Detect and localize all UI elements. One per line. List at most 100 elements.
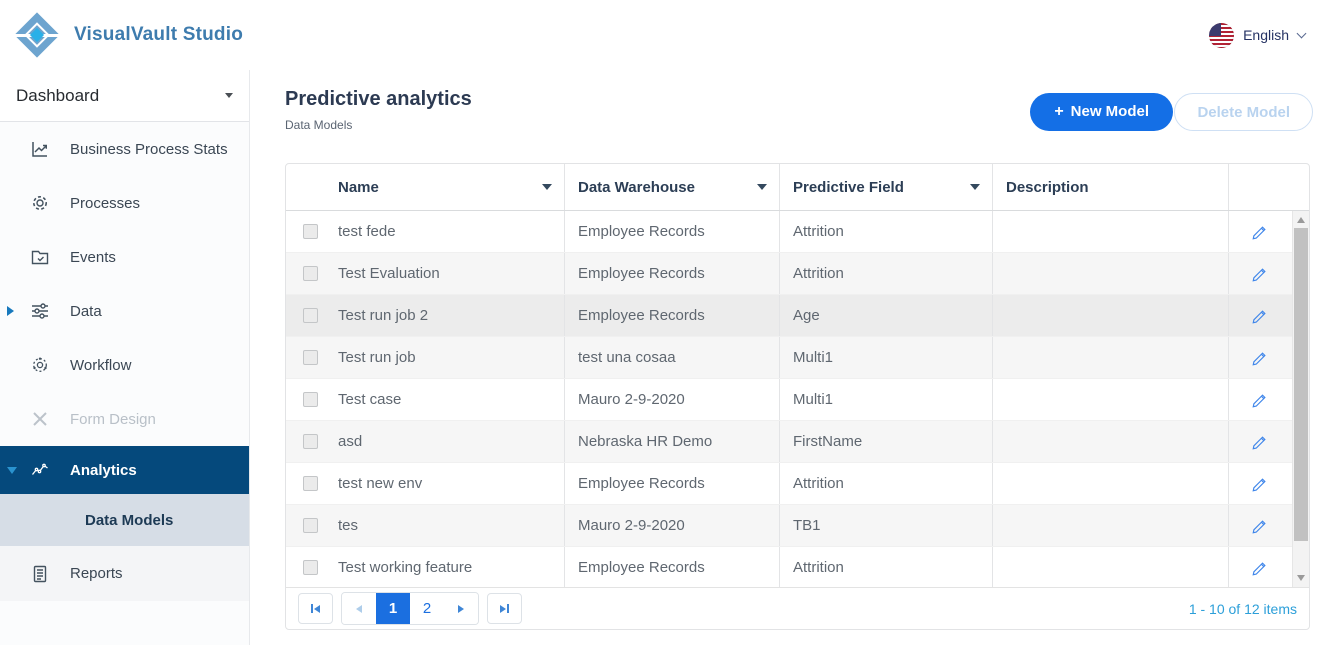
new-model-button[interactable]: + New Model (1030, 93, 1173, 131)
expand-right-icon[interactable] (7, 306, 14, 316)
cell-edit (1228, 211, 1290, 252)
table-row[interactable]: Test working feature Employee Records Attr… (286, 547, 1292, 587)
column-header-name: Name (286, 164, 564, 210)
cell-predictive-field: Attrition (779, 211, 992, 252)
cell-predictive-field: FirstName (779, 421, 992, 462)
cell-name: Test case (286, 379, 564, 420)
edit-pencil-icon[interactable] (1251, 517, 1269, 535)
us-flag-icon (1209, 22, 1235, 48)
cell-name: Test working feature (286, 547, 564, 587)
cell-data-warehouse: Mauro 2-9-2020 (564, 505, 779, 546)
grid-body: test fede Employee Records Attrition Test E… (286, 211, 1292, 587)
column-header-predictive-field: Predictive Field (779, 164, 992, 210)
grid-header-row: Name Data Warehouse Predictive Field Des… (286, 164, 1309, 211)
page-button-2[interactable]: 2 (410, 593, 444, 624)
page-title: Predictive analytics (285, 88, 472, 110)
page-button-1[interactable]: 1 (376, 593, 410, 624)
table-row[interactable]: Test run job test una cosaa Multi1 (286, 337, 1292, 379)
main-content: Predictive analytics Data Models + New Mo… (250, 70, 1319, 645)
cell-description (992, 463, 1228, 504)
language-selector[interactable]: English (1209, 0, 1307, 70)
edit-pencil-icon[interactable] (1251, 307, 1269, 325)
row-checkbox[interactable] (303, 560, 318, 575)
column-header-edit (1228, 164, 1290, 210)
last-page-button[interactable] (487, 593, 522, 624)
prev-page-button[interactable] (342, 593, 376, 624)
edit-pencil-icon[interactable] (1251, 223, 1269, 241)
row-checkbox[interactable] (303, 350, 318, 365)
table-row[interactable]: Test run job 2 Employee Records Age (286, 295, 1292, 337)
cell-predictive-field: Attrition (779, 253, 992, 294)
dashboard-dropdown-label: Dashboard (16, 85, 100, 105)
table-row[interactable]: test fede Employee Records Attrition (286, 211, 1292, 253)
grid-pager: 1 2 1 - 10 of 12 items (286, 587, 1309, 629)
table-row[interactable]: tes Mauro 2-9-2020 TB1 (286, 505, 1292, 547)
next-page-button[interactable] (444, 593, 478, 624)
dashboard-dropdown[interactable]: Dashboard (0, 70, 249, 122)
edit-pencil-icon[interactable] (1251, 559, 1269, 577)
sidebar-item-label: Workflow (70, 356, 132, 374)
row-checkbox[interactable] (303, 266, 318, 281)
data-models-grid: Name Data Warehouse Predictive Field Des… (285, 163, 1310, 630)
folder-check-icon (30, 247, 50, 267)
row-checkbox[interactable] (303, 476, 318, 491)
filter-dropdown-icon[interactable] (970, 184, 980, 190)
edit-pencil-icon[interactable] (1251, 265, 1269, 283)
sidebar-item-data[interactable]: Data (0, 284, 249, 338)
edit-pencil-icon[interactable] (1251, 475, 1269, 493)
scrollbar-thumb[interactable] (1294, 228, 1308, 541)
filter-dropdown-icon[interactable] (757, 184, 767, 190)
grid-vertical-scrollbar[interactable] (1292, 211, 1309, 587)
row-checkbox[interactable] (303, 308, 318, 323)
edit-pencil-icon[interactable] (1251, 391, 1269, 409)
row-checkbox[interactable] (303, 224, 318, 239)
cell-predictive-field: Age (779, 295, 992, 336)
sidebar-subitem-label: Data Models (85, 511, 174, 529)
expand-down-icon[interactable] (7, 466, 17, 474)
cell-predictive-field: Multi1 (779, 337, 992, 378)
cell-edit (1228, 337, 1290, 378)
analytics-icon (30, 460, 50, 480)
cell-description (992, 337, 1228, 378)
cell-edit (1228, 379, 1290, 420)
cell-edit (1228, 295, 1290, 336)
edit-pencil-icon[interactable] (1251, 349, 1269, 367)
table-row[interactable]: asd Nebraska HR Demo FirstName (286, 421, 1292, 463)
sidebar-item-label: Form Design (70, 410, 156, 428)
edit-pencil-icon[interactable] (1251, 433, 1269, 451)
scroll-down-icon[interactable] (1297, 575, 1305, 581)
filter-dropdown-icon[interactable] (542, 184, 552, 190)
cell-edit (1228, 547, 1290, 587)
cell-data-warehouse: Employee Records (564, 547, 779, 587)
cell-edit (1228, 505, 1290, 546)
cell-description (992, 295, 1228, 336)
cell-name: tes (286, 505, 564, 546)
breadcrumb: Data Models (285, 118, 353, 132)
table-row[interactable]: Test Evaluation Employee Records Attrition (286, 253, 1292, 295)
sidebar-item-workflow[interactable]: Workflow (0, 338, 249, 392)
cell-description (992, 253, 1228, 294)
sidebar-item-business-process-stats[interactable]: Business Process Stats (0, 122, 249, 176)
first-page-button[interactable] (298, 593, 333, 624)
table-row[interactable]: test new env Employee Records Attrition (286, 463, 1292, 505)
sidebar-item-processes[interactable]: Processes (0, 176, 249, 230)
sidebar-item-events[interactable]: Events (0, 230, 249, 284)
delete-model-button[interactable]: Delete Model (1174, 93, 1313, 131)
table-row[interactable]: Test case Mauro 2-9-2020 Multi1 (286, 379, 1292, 421)
crossed-tools-icon (30, 409, 50, 429)
sidebar-item-reports[interactable]: Reports (0, 546, 249, 601)
visualvault-logo-icon (14, 12, 60, 58)
sidebar-item-label: Processes (70, 194, 141, 212)
cell-predictive-field: Multi1 (779, 379, 992, 420)
cell-description (992, 505, 1228, 546)
sidebar-subitem-data-models[interactable]: Data Models (0, 494, 249, 546)
scroll-up-icon[interactable] (1297, 217, 1305, 223)
cell-edit (1228, 463, 1290, 504)
row-checkbox[interactable] (303, 518, 318, 533)
sidebar-item-label: Data (70, 302, 102, 320)
chevron-down-icon (1296, 28, 1307, 38)
sidebar-item-analytics[interactable]: Analytics (0, 446, 249, 494)
row-checkbox[interactable] (303, 392, 318, 407)
document-lines-icon (30, 564, 50, 584)
row-checkbox[interactable] (303, 434, 318, 449)
